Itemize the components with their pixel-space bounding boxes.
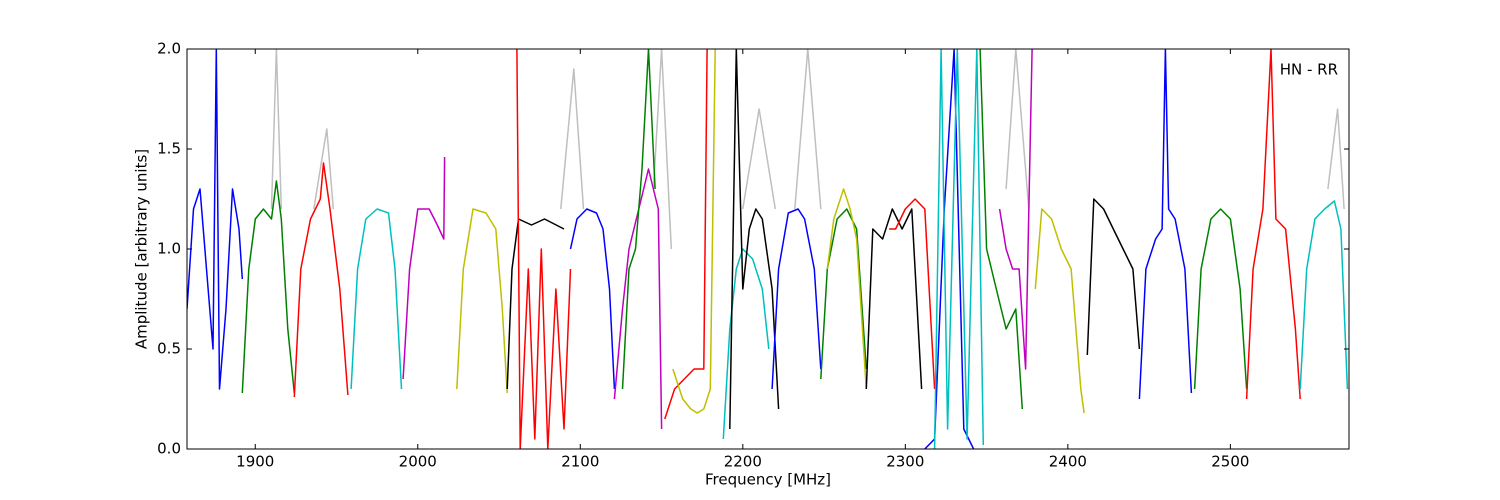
spectrum-line: [729, 49, 780, 430]
spectrum-line: [402, 156, 446, 380]
spectrum-line: [293, 162, 349, 398]
x-tick-label: 2200: [724, 453, 762, 471]
spectrum-line: [771, 208, 822, 390]
spectrum-line: [1138, 49, 1193, 400]
spectrum-line: [1193, 208, 1248, 390]
y-tick-label: 0.5: [157, 340, 181, 358]
spectrum-line: [672, 49, 716, 414]
x-tick-label: 1900: [236, 453, 274, 471]
spectrum-line: [270, 49, 1345, 250]
spectrum-line: [621, 49, 656, 390]
spectrum-line: [1086, 198, 1141, 356]
x-axis-label: Frequency [MHz]: [705, 471, 831, 489]
spectrum-line: [350, 208, 403, 390]
spectrum-line: [1034, 208, 1085, 414]
spectrum-line: [241, 180, 296, 394]
x-tick-label: 2500: [1211, 453, 1249, 471]
y-axis-label: Amplitude [arbitrary units]: [133, 149, 151, 349]
x-tick-label: 2400: [1049, 453, 1087, 471]
spectrum-line: [1245, 49, 1301, 400]
annotation: HN - RR: [1280, 61, 1338, 79]
spectrum-line: [506, 218, 565, 390]
spectrum-line: [826, 188, 868, 390]
x-tick-label: 2300: [886, 453, 924, 471]
y-tick-label: 1.0: [157, 240, 181, 258]
spectrum-line: [456, 208, 508, 394]
y-tick-label: 0.0: [157, 440, 181, 458]
spectrum-line: [664, 49, 708, 420]
spectrum-line: [722, 248, 770, 440]
spectrum-line: [820, 208, 868, 380]
y-tick-label: 1.5: [157, 140, 181, 158]
spectrum-line: [889, 198, 936, 390]
spectrum-line: [613, 168, 663, 430]
plot-area: [187, 49, 1349, 449]
spectrum-line: [924, 49, 975, 449]
y-tick-label: 2.0: [157, 40, 181, 58]
spectrum-line: [516, 49, 572, 449]
spectrum-line: [569, 208, 616, 390]
spectrum-line: [979, 49, 1024, 410]
spectrum-line: [1299, 200, 1349, 390]
spectrum-line: [865, 208, 923, 390]
spectrum-line: [187, 49, 244, 390]
x-tick-label: 2000: [399, 453, 437, 471]
x-tick-label: 2100: [561, 453, 599, 471]
spectrum-line: [998, 49, 1033, 370]
